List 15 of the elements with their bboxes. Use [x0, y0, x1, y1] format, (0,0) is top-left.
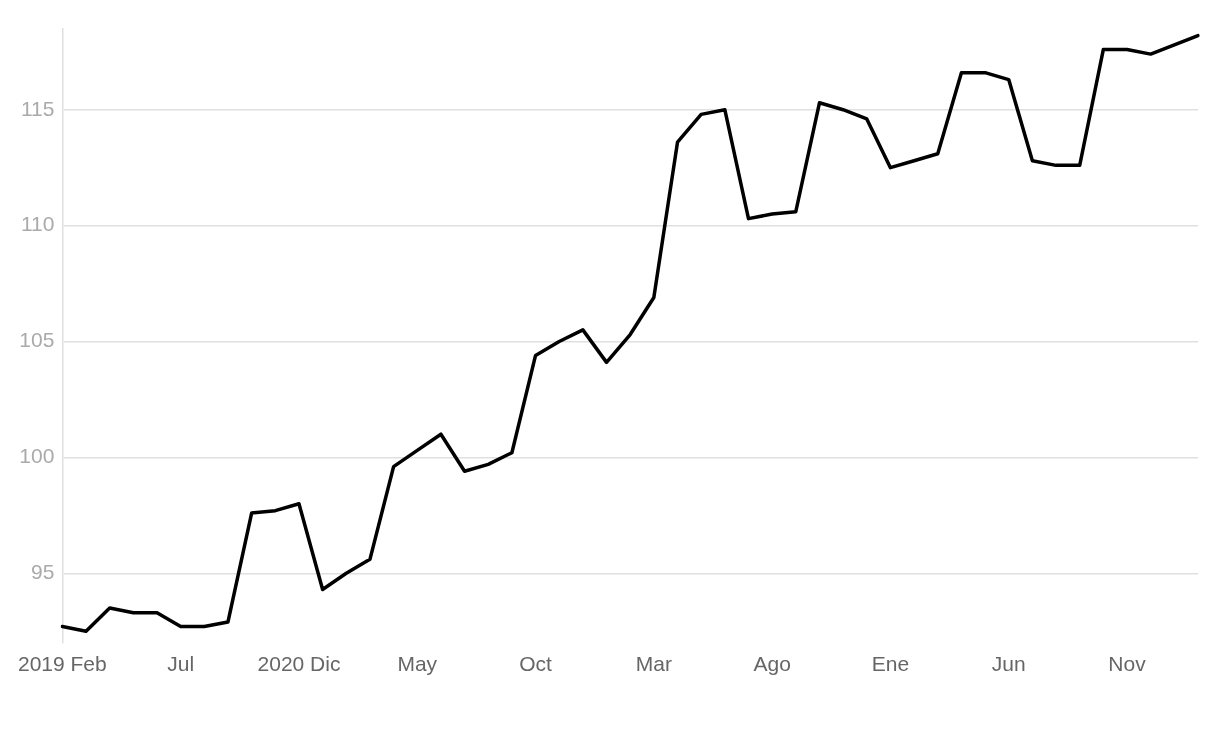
- x-tick-label: Mar: [635, 652, 672, 676]
- x-tick-label: Ene: [871, 652, 910, 676]
- y-tick-label: 110: [20, 212, 55, 236]
- x-tick-label: Jun: [991, 652, 1026, 676]
- y-tick-label: 100: [19, 444, 55, 468]
- x-tick-label: Oct: [519, 652, 553, 676]
- x-tick-label: Jul: [167, 652, 195, 676]
- x-tick-label: Nov: [1108, 652, 1147, 676]
- x-tick-label: 2019 Feb: [17, 652, 107, 676]
- y-tick-label: 95: [31, 560, 55, 584]
- y-tick-label: 105: [19, 328, 55, 352]
- x-tick-label: May: [397, 652, 438, 676]
- x-tick-label: Ago: [753, 652, 791, 676]
- y-tick-label: 115: [20, 96, 55, 120]
- x-tick-label: 2020 Dic: [257, 652, 341, 676]
